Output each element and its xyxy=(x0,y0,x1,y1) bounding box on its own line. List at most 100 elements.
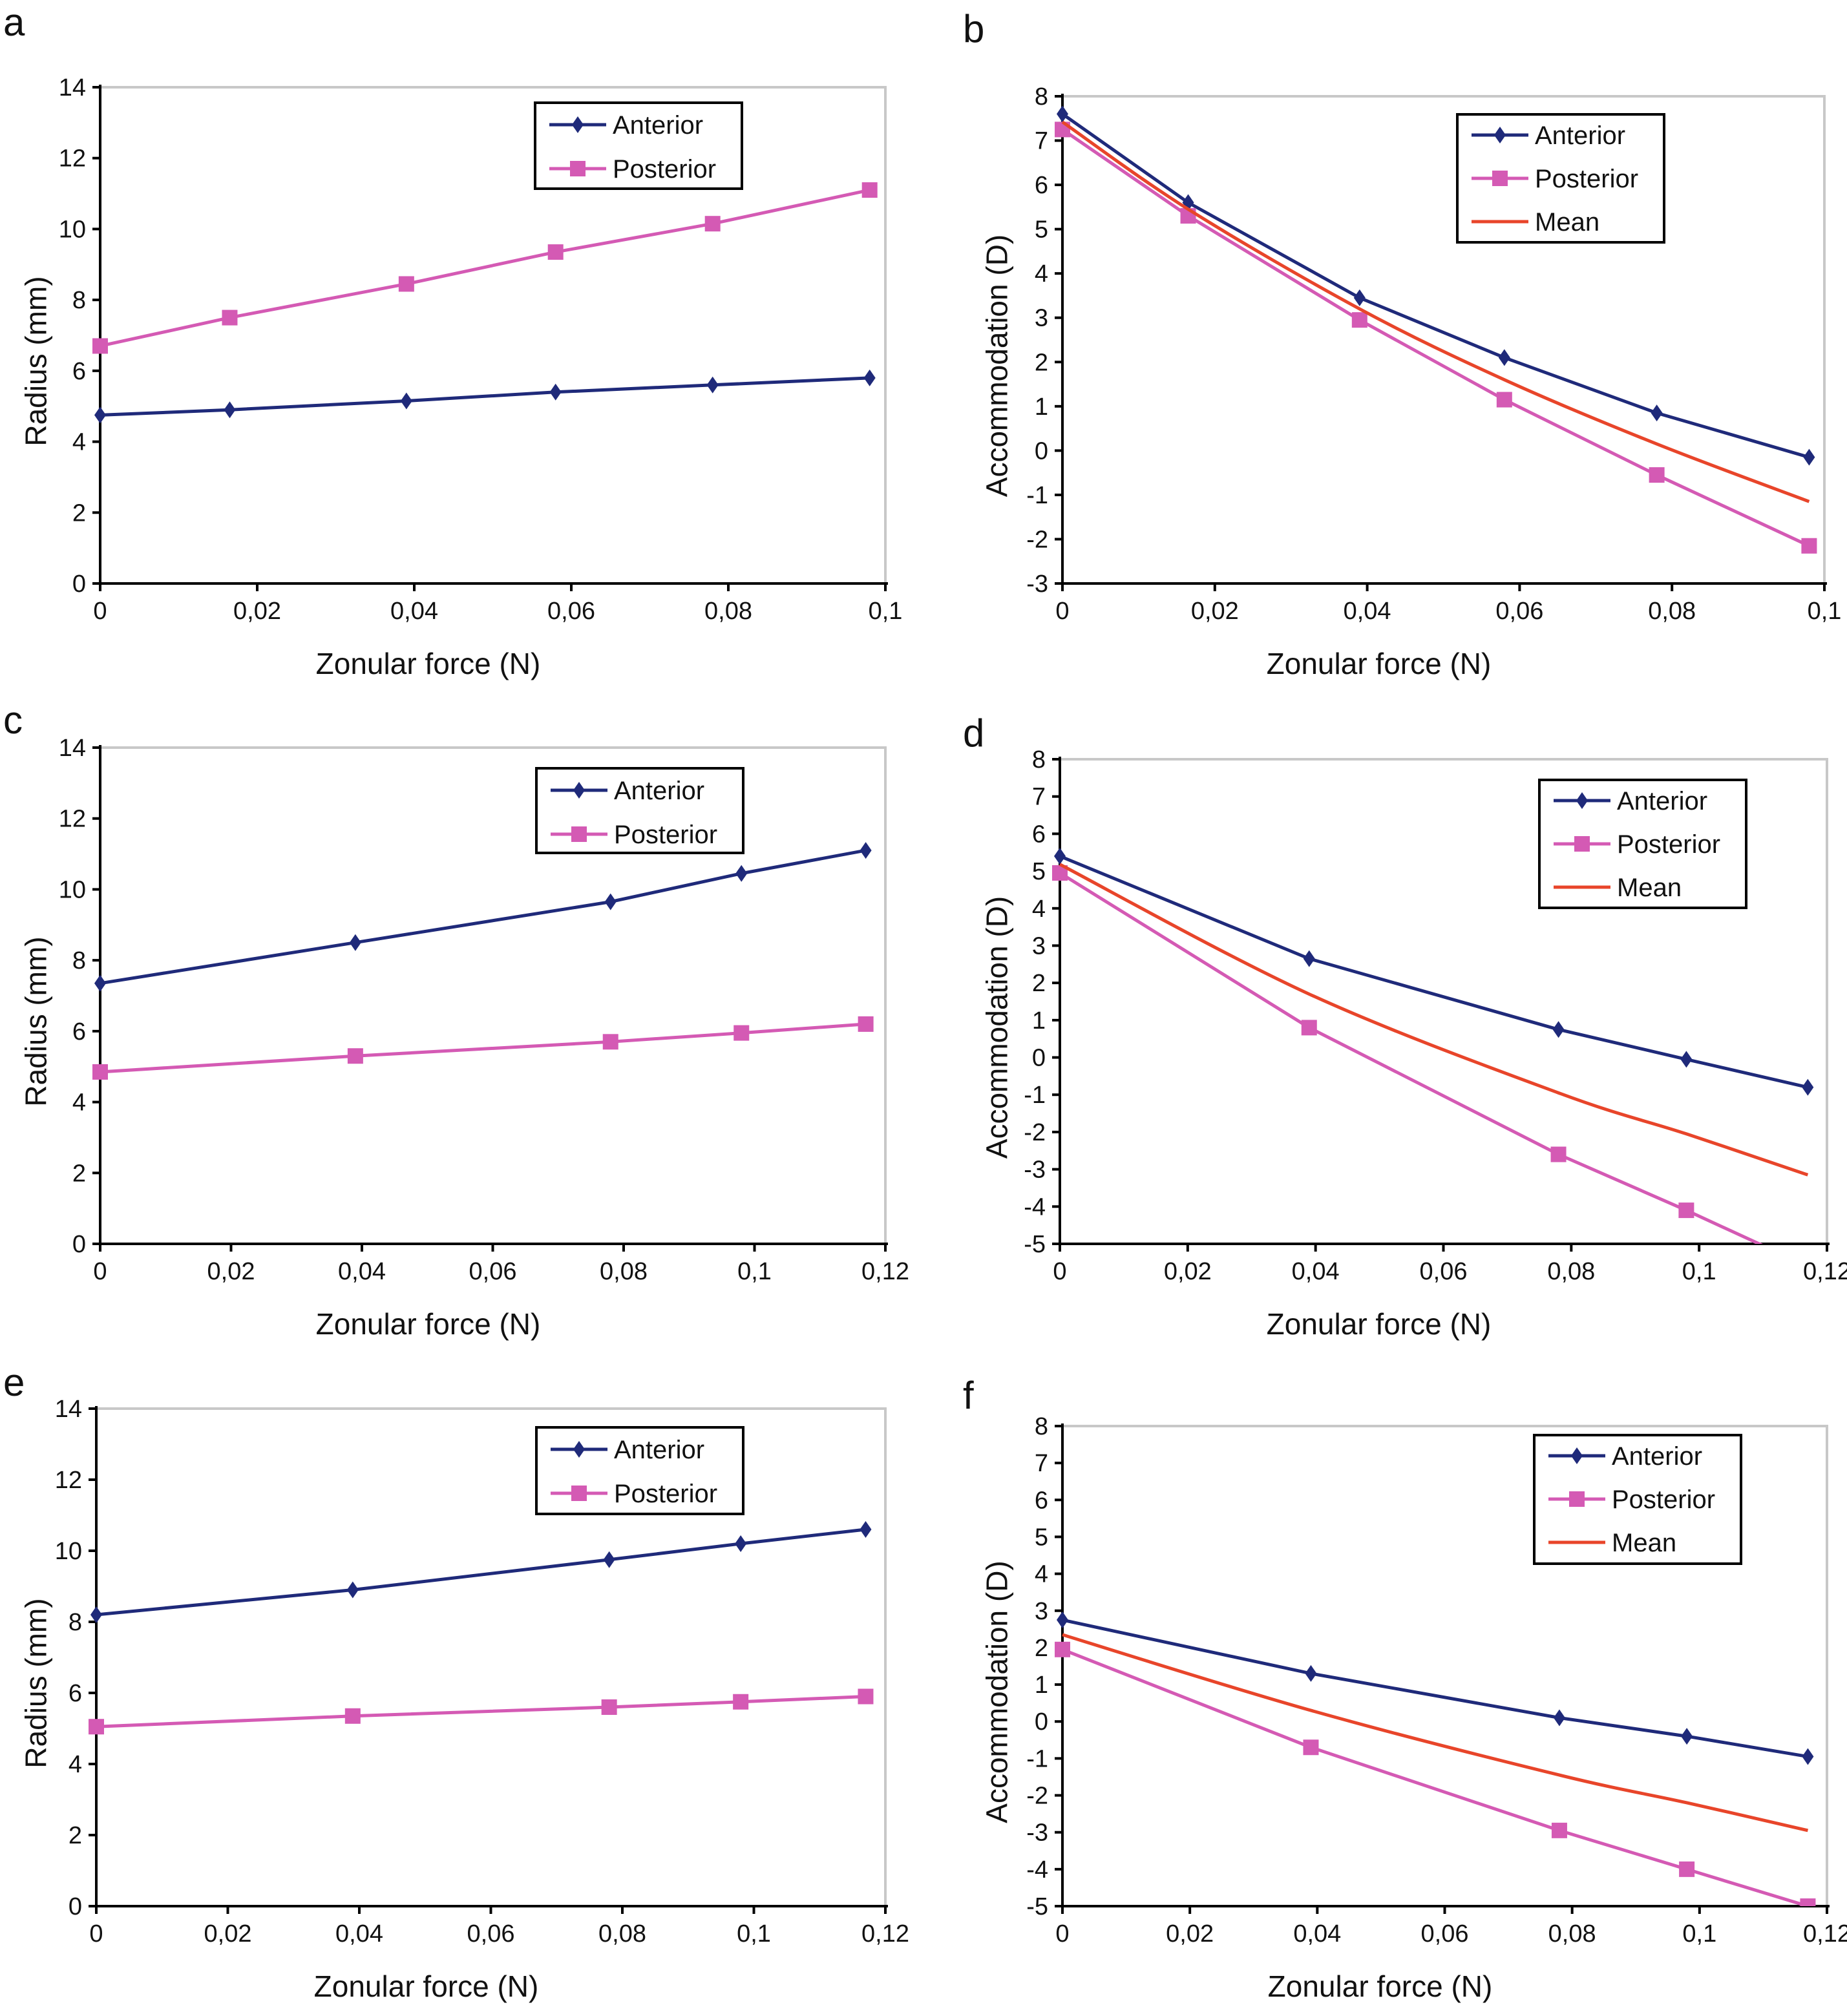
x-tick-label: 0,04 xyxy=(1292,1258,1340,1285)
y-tick-label: -4 xyxy=(1026,1856,1048,1884)
y-tick-label: 0 xyxy=(72,571,86,598)
x-tick-label: 0 xyxy=(1055,598,1069,625)
series-posterior-line xyxy=(1059,871,1764,1244)
y-tick-label: 2 xyxy=(72,1160,86,1187)
y-tick-label: -1 xyxy=(1026,482,1048,509)
series-anterior-point xyxy=(1651,404,1663,422)
y-axis-label: Accommodation (D) xyxy=(980,896,1014,1159)
legend-box xyxy=(534,101,743,190)
y-tick-label: 2 xyxy=(69,1822,82,1849)
legend-label: Anterior xyxy=(1612,1442,1702,1471)
x-tick-label: 0 xyxy=(1053,1258,1066,1285)
x-axis-label: Zonular force (N) xyxy=(314,1969,539,2003)
series-mean-line xyxy=(1061,120,1810,503)
series-posterior-point xyxy=(1055,1641,1070,1657)
panel-f: f -5 -4 -3 -2 -1 0 1 2 3 4 5 6 7 8 0 0,02 0,04 0,06 0,08 0,1… xyxy=(963,1374,1847,2003)
series-layer xyxy=(1055,105,1817,554)
x-tick-label: 0 xyxy=(93,1258,107,1285)
series-anterior-point xyxy=(1057,1612,1068,1629)
y-tick-label: 4 xyxy=(69,1751,82,1778)
y-tick-label: 0 xyxy=(1035,437,1048,465)
x-tick-label: 0,02 xyxy=(204,1920,252,1948)
legend: Anterior Posterior xyxy=(535,767,744,854)
panel-e: e 0 2 4 6 8 10 12 14 0 0,02 0,04 0,06 0,08 0,1 0,12 Zonu… xyxy=(3,1361,909,2003)
y-tick-label: 0 xyxy=(1032,1045,1046,1072)
y-tick-label: 7 xyxy=(1035,1450,1048,1477)
series-layer xyxy=(92,842,874,1080)
panel-letter: d xyxy=(963,711,984,755)
legend-marker-posterior xyxy=(570,161,586,176)
panel-d: d -5 -4 -3 -2 -1 0 1 2 3 4 5 6 7 8 0 0,02 0,04 0,06 0,08 0,1… xyxy=(963,711,1847,1341)
legend: Anterior Posterior xyxy=(535,1426,744,1515)
legend: Anterior Posterior Mean xyxy=(1533,1434,1742,1565)
y-tick-label: 14 xyxy=(55,1396,82,1423)
series-posterior-point xyxy=(344,1708,361,1724)
legend-label: Anterior xyxy=(613,111,703,140)
y-tick-label: -5 xyxy=(1024,1231,1046,1258)
y-tick-label: -2 xyxy=(1026,526,1048,553)
legend-box xyxy=(535,767,744,854)
legend-label: Posterior xyxy=(1612,1486,1715,1514)
legend-marker-anterior xyxy=(573,782,585,799)
series-anterior-point xyxy=(1803,448,1815,466)
x-tick-label: 0,08 xyxy=(1548,1920,1596,1948)
series-anterior-point xyxy=(1057,105,1068,123)
y-tick-label: 6 xyxy=(72,1018,86,1045)
y-tick-label: 8 xyxy=(72,287,86,314)
x-tick-label: 0,06 xyxy=(467,1920,515,1948)
y-tick-label: -2 xyxy=(1026,1783,1048,1810)
legend-label: Anterior xyxy=(614,777,704,805)
y-tick-label: 7 xyxy=(1035,128,1048,155)
y-tick-label: 6 xyxy=(1035,172,1048,199)
y-tick-label: 4 xyxy=(1032,896,1046,923)
x-tick-label: 0,06 xyxy=(1495,598,1543,625)
legend-marker-anterior xyxy=(1576,792,1588,809)
x-tick-label: 0,08 xyxy=(600,1258,648,1285)
series-anterior-point xyxy=(1552,1021,1565,1038)
series-posterior-point xyxy=(858,1016,874,1032)
x-tick-label: 0,08 xyxy=(704,598,752,625)
series-anterior-point xyxy=(549,383,562,401)
series-posterior-point xyxy=(704,216,721,232)
legend: Anterior Posterior xyxy=(534,101,743,190)
series-anterior-point xyxy=(90,1606,102,1623)
x-tick-label: 0,02 xyxy=(207,1258,255,1285)
panel-letter: c xyxy=(3,698,23,742)
y-tick-label: 2 xyxy=(1035,349,1048,376)
legend-marker-anterior xyxy=(1494,127,1506,143)
x-tick-label: 0,06 xyxy=(1421,1920,1469,1948)
series-posterior-point xyxy=(1550,1146,1567,1162)
series-anterior-point xyxy=(1802,1748,1814,1765)
series-layer xyxy=(89,1521,874,1735)
series-posterior-point xyxy=(861,182,878,198)
y-tick-label: 1 xyxy=(1032,1007,1046,1034)
series-anterior-point xyxy=(94,406,106,424)
x-tick-label: 0,06 xyxy=(469,1258,517,1285)
series-layer xyxy=(1052,848,1814,1244)
y-tick-label: 4 xyxy=(72,429,86,456)
legend-label: Posterior xyxy=(614,1480,717,1508)
y-tick-label: 2 xyxy=(72,499,86,527)
plot-frame xyxy=(1062,95,1826,583)
legend-label: Mean xyxy=(1617,874,1682,902)
y-tick-label: -1 xyxy=(1024,1082,1046,1109)
series-posterior-point xyxy=(92,338,108,354)
y-tick-label: 8 xyxy=(69,1609,82,1636)
x-tick-label: 0,04 xyxy=(335,1920,383,1948)
series-anterior-point xyxy=(603,1551,615,1568)
y-axis-label: Radius (mm) xyxy=(19,936,53,1106)
series-anterior-line xyxy=(100,848,867,985)
x-tick-label: 0 xyxy=(1055,1920,1069,1948)
series-anterior-point xyxy=(1498,349,1510,366)
plot-frame xyxy=(1062,1425,1828,1906)
x-tick-label: 0,1 xyxy=(1682,1258,1716,1285)
panel-letter: e xyxy=(3,1361,25,1404)
series-posterior-point xyxy=(92,1064,108,1080)
x-tick-label: 0,04 xyxy=(390,598,438,625)
y-tick-label: 4 xyxy=(1035,1561,1048,1588)
series-posterior-point xyxy=(222,310,238,326)
y-tick-label: 8 xyxy=(72,947,86,974)
y-tick-label: 5 xyxy=(1035,1524,1048,1551)
series-anterior-line xyxy=(96,1528,866,1617)
series-posterior-point xyxy=(602,1034,618,1050)
